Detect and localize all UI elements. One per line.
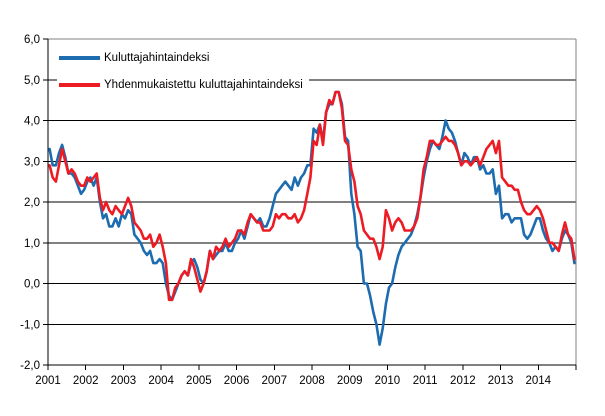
y-axis-tick-label: 1,0 — [24, 238, 40, 250]
y-axis-tick-label: -2,0 — [20, 360, 40, 372]
x-axis-tick-label: 2008 — [299, 375, 325, 387]
y-axis-tick-label: 6,0 — [24, 34, 40, 46]
hicp-line — [48, 90, 576, 302]
hicp-line-swatch — [59, 82, 100, 87]
y-axis-tick-label: 5,0 — [24, 75, 40, 87]
x-axis-tick-label: 2004 — [148, 375, 174, 387]
x-axis-tick-label: 2006 — [224, 375, 250, 387]
y-axis-tick-label: 3,0 — [24, 156, 40, 168]
cpi-line — [48, 90, 576, 346]
x-axis-tick-label: 2002 — [73, 375, 99, 387]
x-axis-tick-label: 2014 — [525, 375, 551, 387]
x-axis-tick-label: 2007 — [261, 375, 287, 387]
legend-item-cpi: Kuluttajahintaindeksi — [59, 44, 303, 71]
y-axis-tick-label: 0,0 — [24, 279, 40, 291]
x-axis-tick-label: 2010 — [375, 375, 401, 387]
x-axis-tick-label: 2013 — [488, 375, 514, 387]
legend-label-hicp: Yhdenmukaistettu kuluttajahintaindeksi — [104, 78, 303, 91]
x-axis-tick-label: 2012 — [450, 375, 476, 387]
legend-label-cpi: Kuluttajahintaindeksi — [104, 51, 210, 64]
x-axis-tick-label: 2011 — [413, 375, 438, 387]
cpi-line-swatch — [59, 55, 100, 60]
y-axis-tick-label: -1,0 — [20, 319, 40, 331]
x-axis-tick-label: 2003 — [111, 375, 137, 387]
y-axis-tick-label: 4,0 — [24, 116, 40, 128]
legend-item-hicp: Yhdenmukaistettu kuluttajahintaindeksi — [59, 71, 303, 98]
chart-legend: Kuluttajahintaindeksi Yhdenmukaistettu k… — [57, 43, 309, 99]
y-axis-tick-label: 2,0 — [24, 197, 40, 209]
x-axis-tick-label: 2001 — [35, 375, 61, 387]
x-axis-tick-label: 2005 — [186, 375, 212, 387]
x-axis-tick-label: 2009 — [337, 375, 363, 387]
